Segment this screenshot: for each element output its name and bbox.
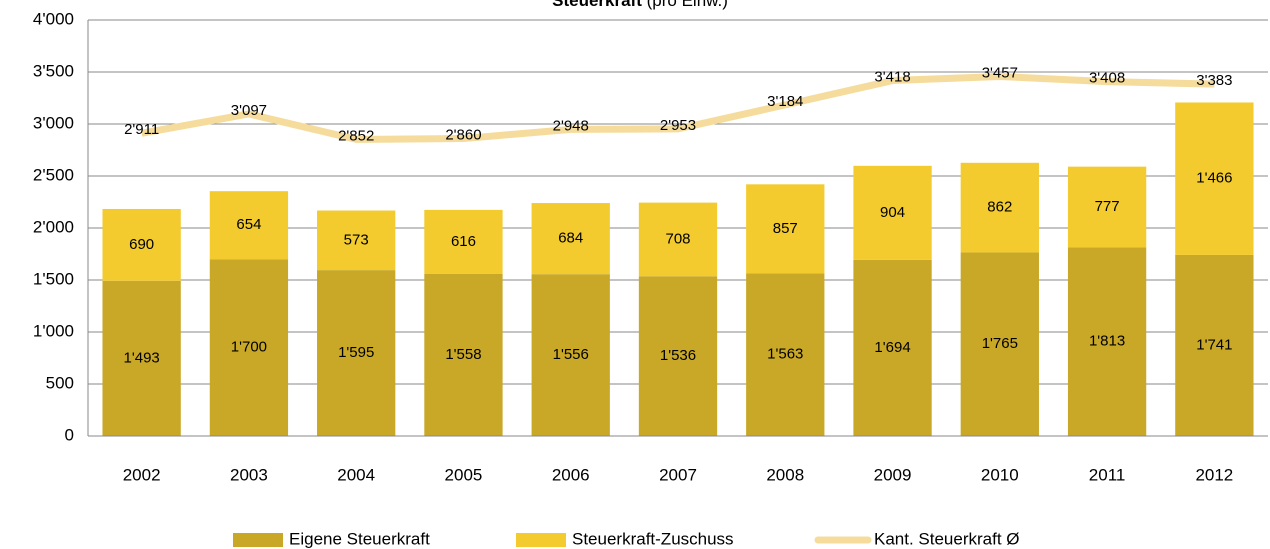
- line-label: 3'418: [874, 68, 910, 85]
- data-label: 1'741: [1196, 336, 1232, 353]
- data-label: 690: [129, 236, 154, 253]
- bar-segment: [102, 208, 181, 281]
- bar-segment: [209, 259, 289, 436]
- legend-label: Eigene Steuerkraft: [289, 529, 430, 548]
- x-tick-label: 2006: [552, 465, 590, 484]
- chart-title: Steuerkraft (pro Einw.): [552, 0, 728, 10]
- line-label: 2'953: [660, 117, 696, 134]
- data-label: 777: [1095, 198, 1120, 215]
- bar-segment: [317, 270, 396, 436]
- y-tick-label: 1'000: [33, 321, 74, 340]
- bar-segment: [531, 274, 610, 436]
- bar-segment: [209, 191, 289, 260]
- bar-segment: [424, 273, 503, 436]
- title: Steuerkraft: [552, 0, 642, 10]
- line-label: 3'184: [767, 93, 803, 110]
- x-tick-label: 2010: [981, 465, 1019, 484]
- data-label: 573: [344, 231, 369, 248]
- data-label: 1'556: [553, 346, 589, 363]
- line-label: 3'457: [982, 64, 1018, 81]
- line: [141, 72, 1215, 143]
- legend-label: Kant. Steuerkraft Ø: [874, 529, 1020, 548]
- line-label: 3'097: [231, 102, 267, 119]
- line-label: 3'383: [1196, 72, 1232, 89]
- x-tick-label: 2004: [337, 465, 375, 484]
- bar-segment: [638, 276, 718, 436]
- data-label: 1'493: [124, 349, 160, 366]
- y-tick-label: 2'500: [33, 165, 74, 184]
- x-tick-label: 2011: [1089, 465, 1126, 484]
- data-label: 1'558: [445, 346, 481, 363]
- bar-segment: [638, 202, 718, 277]
- data-label: 684: [558, 230, 583, 247]
- y-tick-label: 2'000: [33, 217, 74, 236]
- y-tick-label: 3'000: [33, 113, 74, 132]
- y-tick-label: 500: [46, 373, 74, 392]
- line-label: 2'852: [338, 127, 374, 144]
- legend-swatch: [233, 533, 283, 547]
- x-tick-label: 2002: [123, 465, 161, 484]
- data-label: 1'694: [874, 339, 910, 356]
- x-tick-label: 2007: [659, 465, 697, 484]
- legend-label: Steuerkraft-Zuschuss: [572, 529, 734, 548]
- data-label: 1'765: [982, 335, 1018, 352]
- line-label: 2'948: [553, 117, 589, 134]
- x-tick-label: 2012: [1195, 465, 1233, 484]
- line-label: 3'408: [1089, 70, 1125, 87]
- line-label: 2'860: [445, 127, 481, 144]
- bar-segment: [102, 280, 181, 436]
- subtitle: (pro Einw.): [647, 0, 728, 10]
- data-label: 1'466: [1196, 170, 1232, 187]
- bar-segment: [960, 252, 1039, 436]
- y-tick-label: 4'000: [33, 9, 74, 28]
- x-tick-label: 2005: [445, 465, 483, 484]
- legend-swatch: [516, 533, 566, 547]
- bar-segment: [853, 165, 932, 260]
- data-label: 1'563: [767, 346, 803, 363]
- data-label: 654: [236, 216, 261, 233]
- bar-segment: [424, 209, 503, 274]
- bar-segment: [746, 273, 825, 436]
- bar-segment: [1067, 166, 1147, 248]
- data-label: 1'813: [1089, 333, 1125, 350]
- bar-segment: [960, 162, 1039, 253]
- data-label: 1'595: [338, 344, 374, 361]
- y-tick-label: 3'500: [33, 61, 74, 80]
- data-label: 1'536: [660, 347, 696, 364]
- data-label: 904: [880, 204, 905, 221]
- line-label: 2'911: [124, 121, 159, 138]
- bar-segment: [1067, 247, 1147, 436]
- data-label: 616: [451, 233, 476, 250]
- x-tick-label: 2009: [874, 465, 912, 484]
- bar-segment: [1175, 102, 1254, 255]
- bar-segment: [853, 259, 932, 436]
- data-label: 862: [987, 199, 1012, 216]
- bar-segment: [746, 184, 825, 274]
- x-tick-label: 2008: [766, 465, 804, 484]
- data-label: 857: [773, 220, 798, 237]
- y-tick-label: 0: [65, 425, 74, 444]
- bar-segment: [317, 210, 396, 271]
- bar-segment: [1175, 254, 1254, 436]
- data-label: 1'700: [231, 339, 267, 356]
- y-tick-label: 1'500: [33, 269, 74, 288]
- bar-segment: [531, 203, 610, 275]
- x-tick-label: 2003: [230, 465, 268, 484]
- data-label: 708: [665, 230, 690, 247]
